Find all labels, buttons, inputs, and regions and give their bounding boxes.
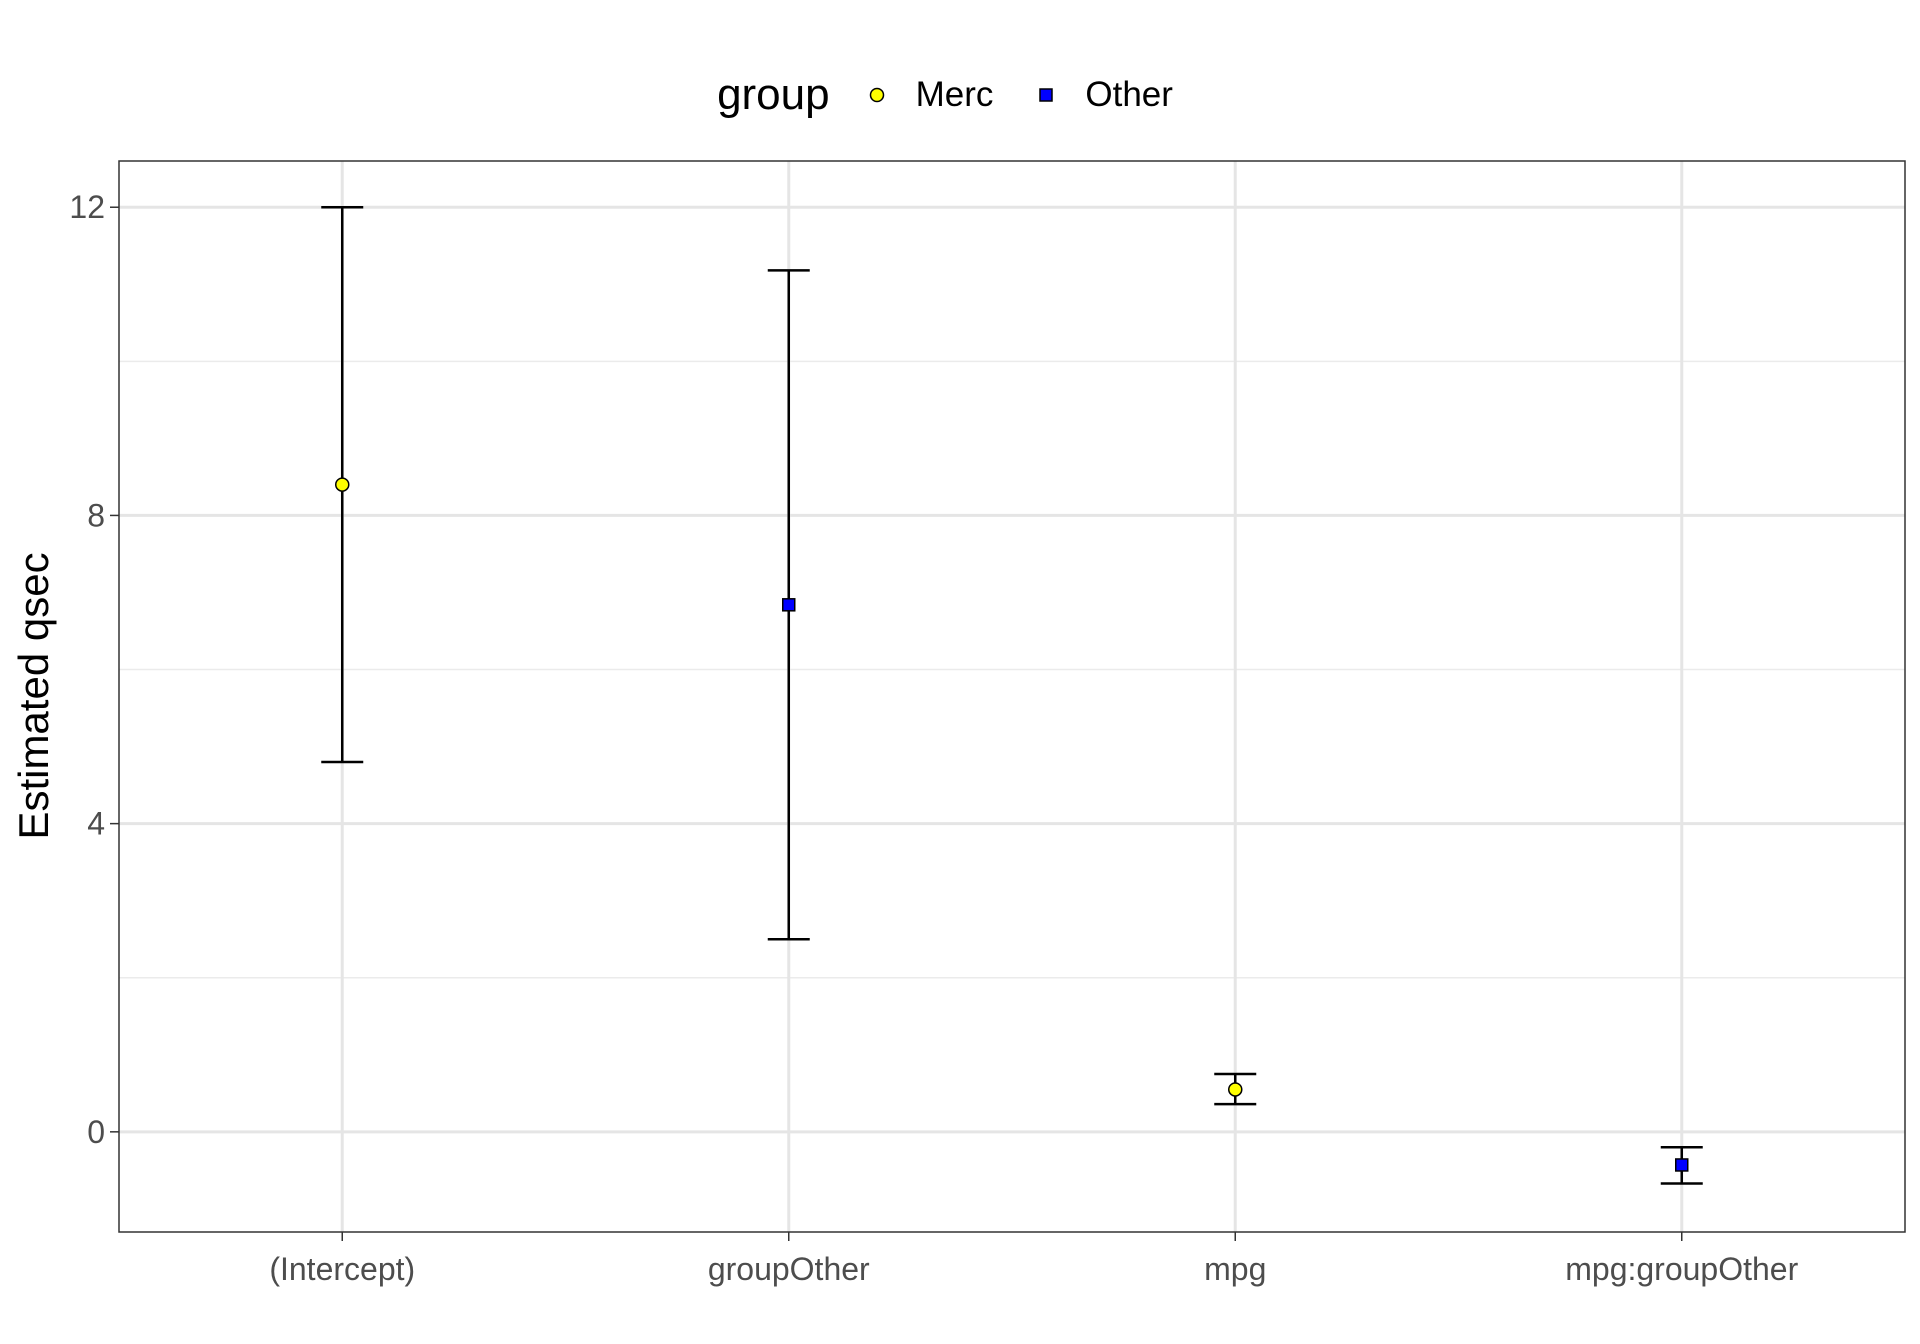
x-tick-label: (Intercept) (269, 1251, 415, 1287)
point-other (782, 598, 796, 612)
grid-minor (119, 360, 1905, 979)
y-axis-title: Estimated qsec (10, 552, 57, 839)
circle-icon (869, 87, 884, 103)
point-other (1675, 1158, 1689, 1172)
y-tick-label: 12 (69, 189, 105, 225)
legend-label-merc: Merc (915, 75, 994, 114)
plot-panel-border (118, 160, 1906, 1233)
y-tick-label: 4 (87, 806, 105, 842)
y-tick-label: 8 (87, 497, 105, 533)
y-tick-label: 0 (87, 1114, 105, 1150)
x-tick-label: mpg (1204, 1251, 1266, 1287)
x-tick-label: groupOther (708, 1251, 870, 1287)
points (335, 477, 1689, 1172)
x-axis: (Intercept) groupOther mpg mpg:groupOther (269, 1232, 1799, 1287)
legend-title: group (717, 70, 830, 119)
x-tick-label: mpg:groupOther (1565, 1251, 1798, 1287)
legend-label-other: Other (1085, 75, 1173, 114)
legend-item-other: Other (1029, 75, 1173, 115)
grid-major (119, 161, 1905, 1232)
point-merc (335, 477, 350, 492)
square-icon (1039, 88, 1054, 102)
legend-item-merc: Merc (860, 75, 994, 115)
error-bars (321, 205, 1703, 1185)
point-merc (1228, 1082, 1243, 1097)
y-axis: 0 4 8 12 (69, 189, 119, 1150)
legend: group Merc Other (0, 62, 1920, 128)
